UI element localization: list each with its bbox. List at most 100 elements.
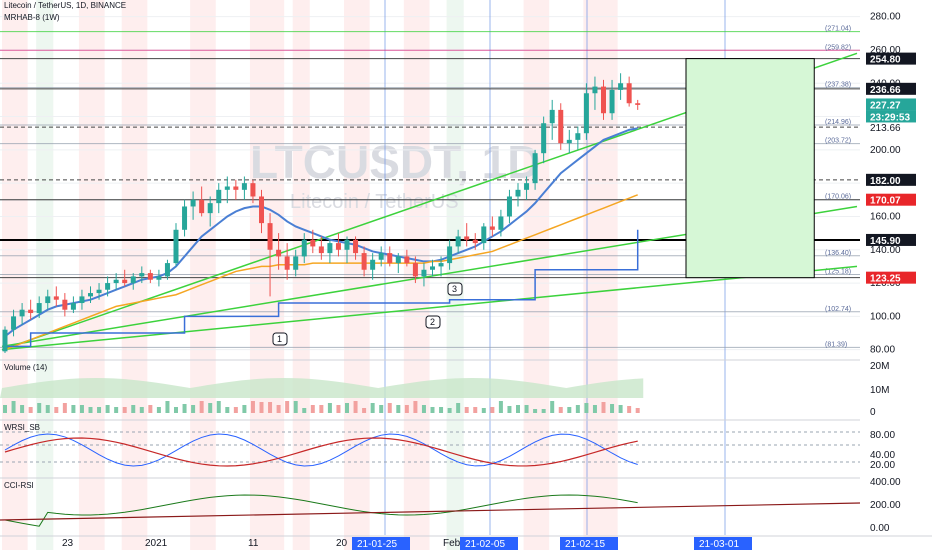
pane-axis-tick: 0 [870, 407, 876, 418]
volume-bar [199, 401, 204, 413]
candle-body [207, 203, 213, 214]
volume-bar [327, 403, 332, 413]
candle-body [387, 253, 393, 264]
candle-body [11, 316, 17, 330]
candle-body [575, 133, 581, 140]
fib-label: (259.82) [825, 44, 851, 51]
candle-body [335, 243, 341, 250]
time-highlight-label: 21-01-25 [357, 539, 397, 550]
volume-bar [71, 405, 76, 413]
osc-signal-line [4, 437, 638, 467]
trendline [1, 265, 858, 351]
wave-marker: 2 [425, 315, 441, 329]
candle-body [310, 239, 316, 247]
volume-bar [216, 401, 221, 413]
time-axis-tick: 20 [336, 538, 348, 549]
signal-bands [2, 0, 618, 550]
fib-label: (81.39) [825, 341, 847, 348]
candle-body [635, 103, 641, 105]
pane-axis-tick: 20M [870, 361, 889, 372]
time-highlight-label: 21-02-15 [565, 539, 605, 550]
signal-band [36, 0, 54, 550]
fib-label: (203.72) [825, 138, 851, 145]
candle-body [464, 236, 470, 240]
osc-line [4, 433, 638, 467]
price-tag: 236.66 [866, 82, 916, 96]
price-tag-bg [866, 233, 916, 246]
volume-bar [421, 405, 426, 413]
price-tag-label: 170.07 [870, 196, 901, 207]
candle-body [216, 189, 222, 204]
signal-band [2, 0, 28, 550]
wave-marker: 3 [447, 282, 463, 296]
indicator-title: MRHAB-8 (1W) [4, 13, 60, 22]
candle-body [421, 269, 427, 277]
wave-marker-box [425, 315, 441, 329]
volume-bar [3, 405, 7, 413]
fib-label: (125.18) [825, 268, 851, 275]
price-tag-label: 254.80 [870, 55, 901, 66]
time-highlight-label: 21-02-05 [465, 539, 505, 550]
candle-body [70, 303, 76, 310]
candle-body [113, 279, 119, 284]
candle-body [498, 216, 504, 230]
volume-bar [259, 402, 264, 413]
volume-bar [447, 408, 452, 413]
volume-bar [336, 405, 341, 413]
candle-body [438, 263, 444, 267]
candle-body [404, 256, 410, 264]
candle-body [472, 239, 478, 244]
time-axis-tick: Feb [443, 538, 461, 549]
volume-bar [610, 404, 615, 413]
volume-bar [62, 403, 67, 413]
price-axis-tick: 100.00 [870, 311, 901, 322]
volume-bar [11, 401, 16, 413]
time-axis-tick: 23 [62, 538, 74, 549]
volume-bar [97, 407, 102, 413]
price-axis-tick: 260.00 [870, 45, 901, 56]
volume-bar [310, 405, 315, 413]
price-tag: 123.25 [866, 271, 916, 285]
candle-body [45, 296, 51, 304]
price-tag-label: 23:29:53 [870, 112, 910, 123]
volume-bar [293, 401, 298, 413]
pane-axis-tick: 400.00 [870, 477, 901, 488]
signal-band [446, 0, 464, 550]
time-axis-tick: 11 [248, 538, 259, 549]
price-axis-tick: 140.00 [870, 245, 901, 256]
volume-bar [592, 405, 597, 413]
volume-bar [345, 403, 349, 413]
candle-body [601, 86, 606, 114]
volume-bar [567, 407, 572, 413]
price-tag-label: 182.00 [870, 176, 901, 187]
time-axis-highlight: 21-02-15 [560, 537, 618, 550]
candle-body [182, 206, 188, 230]
projection-box [685, 58, 815, 279]
volume-bar [558, 407, 563, 413]
volume-bar [618, 405, 623, 413]
pane-axis-tick: 20.00 [870, 460, 895, 471]
volume-bar [601, 402, 606, 413]
price-tag: 213.66 [870, 123, 901, 134]
volume-bar [439, 407, 444, 413]
price-axis-tick: 200.00 [870, 145, 901, 156]
candle-body [506, 196, 512, 217]
volume-bar [507, 406, 512, 413]
candle-body [19, 309, 25, 317]
volume-bar [413, 401, 418, 413]
candle-body [430, 266, 435, 270]
volume-bar [37, 403, 42, 413]
volume-bar [114, 407, 119, 413]
candle-body [259, 196, 264, 224]
volume-bar [533, 409, 538, 413]
volume-bar [285, 401, 290, 413]
volume-bar [225, 407, 230, 413]
volume-bar [584, 403, 589, 413]
candle-body [224, 186, 230, 190]
signal-band [190, 0, 216, 550]
candle-body [130, 276, 136, 284]
price-tag-bg [866, 98, 916, 111]
pane-axis-tick: 80.00 [870, 430, 895, 441]
